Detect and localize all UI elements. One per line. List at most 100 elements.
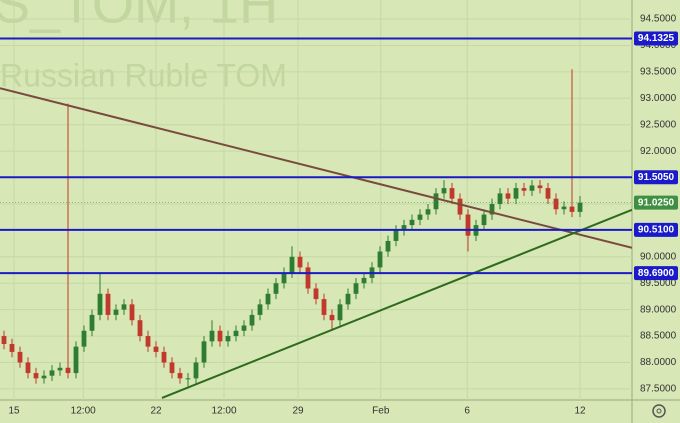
candle (257, 299, 263, 321)
candle-body (137, 320, 143, 337)
trend-line (0, 87, 632, 249)
y-tick-label: 92.0000 (640, 146, 677, 157)
settings-button[interactable] (652, 404, 666, 418)
candle-body (97, 293, 103, 315)
candle-body (353, 283, 359, 294)
candle-body (161, 351, 167, 363)
candle (273, 277, 279, 300)
x-tick-label: 15 (8, 406, 20, 417)
candle (553, 193, 559, 215)
y-tick-label: 93.0000 (640, 93, 677, 104)
candle-body (57, 367, 63, 371)
candle (321, 293, 327, 321)
candle (105, 288, 111, 321)
level-label-box (634, 222, 678, 237)
candle (233, 325, 239, 342)
candle (297, 251, 303, 273)
candle (73, 341, 79, 379)
candle (1, 330, 7, 350)
candle-body (321, 299, 327, 315)
candle-body (569, 206, 575, 212)
candle (433, 188, 439, 215)
candle-body (409, 219, 415, 226)
y-tick-label: 94.5000 (640, 14, 677, 25)
trend-line (161, 208, 632, 399)
x-tick-label: 29 (292, 406, 304, 417)
candle-body (449, 188, 455, 199)
watermark-title: S_TOM, 1H (0, 0, 278, 34)
candle (97, 272, 103, 321)
candle (241, 320, 247, 337)
y-tick-label: 88.0000 (640, 357, 677, 368)
candle (281, 267, 287, 289)
candle (481, 209, 487, 231)
candle-body (89, 314, 95, 331)
candle (377, 246, 383, 273)
candle-body (249, 314, 255, 326)
candle (121, 299, 127, 315)
candle-body (313, 288, 319, 300)
candle-body (225, 336, 231, 342)
candle-body (441, 188, 447, 194)
y-tick-label: 89.5000 (640, 278, 677, 289)
candle-body (513, 188, 519, 199)
level-label: 89.6900 (638, 268, 675, 279)
candle (457, 193, 463, 220)
candle (217, 325, 223, 347)
candle (537, 180, 543, 194)
candle (161, 346, 167, 368)
settings-icon-center[interactable] (656, 408, 662, 414)
candle (265, 288, 271, 310)
candle (25, 357, 31, 379)
candle-body (169, 362, 175, 374)
candle-body (65, 367, 71, 374)
candle (521, 182, 527, 197)
candle (505, 188, 511, 204)
candle-body (393, 230, 399, 241)
candle-body (217, 330, 223, 342)
y-tick-label: 90.0000 (640, 251, 677, 262)
candle-body (33, 373, 39, 379)
candle (145, 330, 151, 352)
candle-body (401, 225, 407, 231)
candle-body (361, 277, 367, 284)
x-tick-label: 22 (150, 406, 162, 417)
candle-body (25, 362, 31, 374)
candle (361, 272, 367, 289)
candle (305, 262, 311, 294)
plot-area (0, 0, 632, 400)
candle-body (561, 206, 567, 210)
candle-body (273, 283, 279, 294)
candle (401, 219, 407, 236)
candle-body (577, 202, 583, 212)
candle (489, 198, 495, 220)
candle (81, 325, 87, 352)
candle-body (345, 293, 351, 305)
candle-body (193, 362, 199, 379)
candle (545, 182, 551, 204)
x-tick-label: 12 (574, 406, 586, 417)
candle-body (201, 341, 207, 363)
price-label-box (634, 195, 678, 210)
candle (17, 346, 23, 368)
candle (569, 69, 575, 218)
candle (385, 235, 391, 257)
candle-body (177, 373, 183, 379)
candle-body (521, 188, 527, 191)
settings-icon[interactable] (652, 404, 666, 418)
candle (337, 299, 343, 326)
candle (393, 225, 399, 247)
candle-body (241, 325, 247, 331)
y-tick-label: 92.5000 (640, 119, 677, 130)
candle-body (145, 336, 151, 347)
y-tick-label: 94.0000 (640, 40, 677, 51)
y-tick-label: 93.5000 (640, 67, 677, 78)
candle (113, 304, 119, 321)
candle (169, 357, 175, 379)
candle (225, 330, 231, 347)
candle-body (1, 336, 7, 344)
candle (329, 309, 335, 331)
candle (153, 341, 159, 358)
